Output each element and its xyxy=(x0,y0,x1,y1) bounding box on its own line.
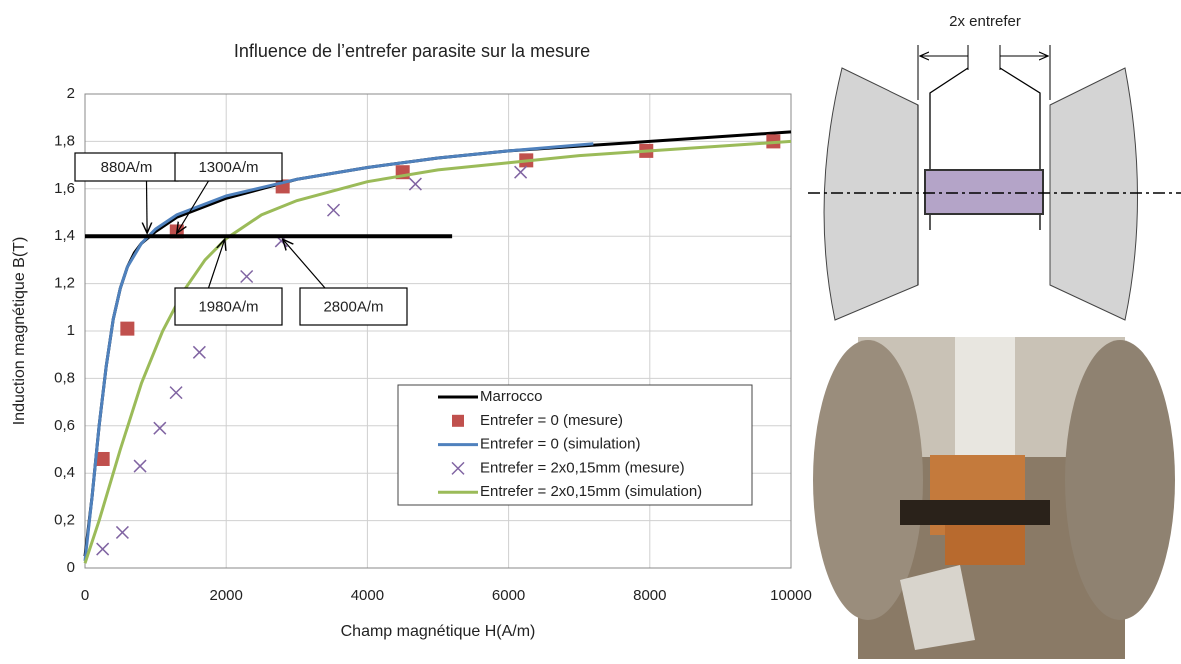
legend-label: Entrefer = 2x0,15mm (simulation) xyxy=(480,483,702,500)
legend-label: Entrefer = 0 (mesure) xyxy=(480,412,623,429)
left-pole xyxy=(823,67,919,321)
chart-title: Influence de l’entrefer parasite sur la … xyxy=(234,41,590,61)
y-tick-label: 2 xyxy=(67,85,75,102)
sample xyxy=(924,169,1044,215)
point xyxy=(169,386,183,400)
y-tick-label: 0,6 xyxy=(54,417,75,434)
annotation-label: 1300A/m xyxy=(198,159,258,176)
y-tick-label: 0,4 xyxy=(54,464,75,481)
annotation-box xyxy=(174,287,283,326)
plot-frame xyxy=(84,93,792,569)
point xyxy=(514,165,528,179)
gap-diagram: 2x entrefer xyxy=(808,13,1181,321)
x-tick-label: 6000 xyxy=(492,587,525,604)
point xyxy=(192,345,206,359)
point xyxy=(326,203,341,217)
y-axis-label: Induction magnétique B(T) xyxy=(11,237,28,426)
diagram-label: 2x entrefer xyxy=(949,13,1021,30)
x-tick-label: 10000 xyxy=(770,587,812,604)
y-tick-label: 0,8 xyxy=(54,369,75,386)
point xyxy=(95,451,110,466)
y-tick-label: 1,4 xyxy=(54,227,75,244)
annotation-label: 880A/m xyxy=(101,159,153,176)
point xyxy=(408,177,422,191)
annotation-arrow xyxy=(283,239,326,289)
x-tick-label: 2000 xyxy=(210,587,243,604)
legend-label: Entrefer = 0 (simulation) xyxy=(480,436,640,453)
y-tick-label: 1,8 xyxy=(54,132,75,149)
y-tick-label: 1 xyxy=(67,322,75,339)
annotation-arrow xyxy=(207,239,225,289)
annotation-label: 1980A/m xyxy=(198,298,258,315)
right-pole xyxy=(1049,67,1138,321)
x-tick-label: 8000 xyxy=(633,587,666,604)
y-tick-label: 1,6 xyxy=(54,180,75,197)
y-tick-label: 0,2 xyxy=(54,512,75,529)
annotation-box xyxy=(74,152,179,182)
annotation-arrow xyxy=(147,180,148,233)
legend-label: Entrefer = 2x0,15mm (mesure) xyxy=(480,459,685,476)
legend-label: Marrocco xyxy=(480,388,543,405)
point xyxy=(133,459,147,473)
x-tick-label: 0 xyxy=(81,587,89,604)
point xyxy=(153,421,167,435)
point xyxy=(120,321,135,336)
legend-swatch xyxy=(452,414,464,427)
y-tick-label: 1,2 xyxy=(54,275,75,292)
annotation-box xyxy=(174,152,283,182)
photo xyxy=(813,337,1175,659)
x-axis-label: Champ magnétique H(A/m) xyxy=(341,623,536,640)
point xyxy=(115,525,129,539)
annotation-arrow xyxy=(177,180,210,233)
annotation-label: 2800A/m xyxy=(323,298,383,315)
point xyxy=(96,542,110,556)
point xyxy=(240,269,254,284)
y-tick-label: 0 xyxy=(67,559,75,576)
series-line xyxy=(83,139,792,564)
x-tick-label: 4000 xyxy=(351,587,384,604)
annotation-box xyxy=(299,287,408,326)
legend-swatch xyxy=(451,461,465,475)
